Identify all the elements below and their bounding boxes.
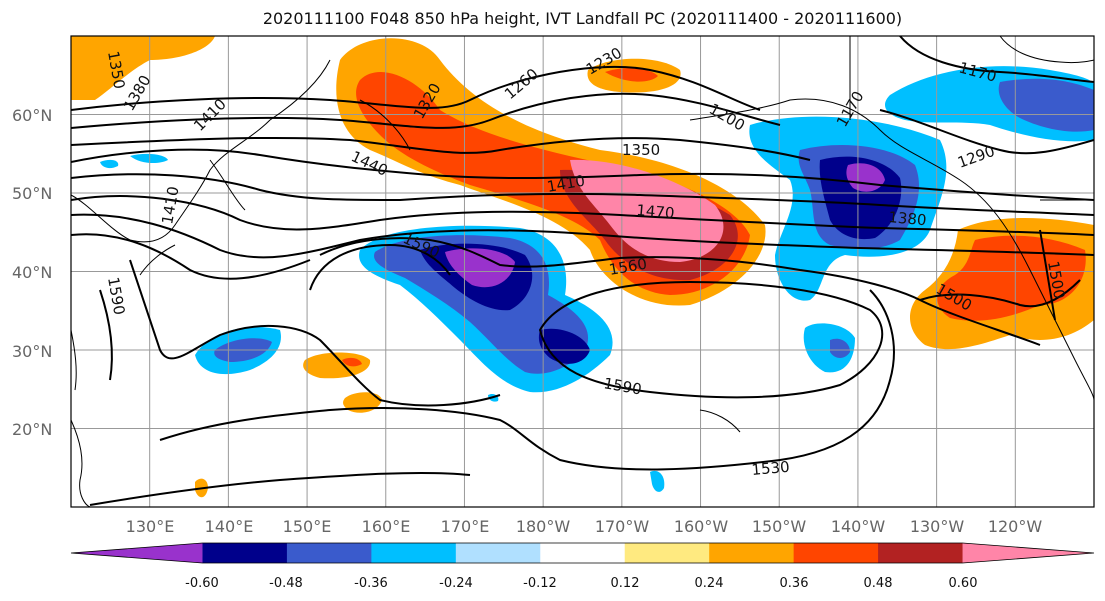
- lon-label: 150°W: [752, 517, 807, 536]
- colorbar-segment: [455, 543, 541, 563]
- colorbar-tick-label: 0.24: [695, 576, 724, 591]
- colorbar-tick-label: -0.12: [523, 576, 557, 591]
- negative-anomaly-region: [130, 153, 168, 164]
- lon-label: 140°W: [831, 517, 886, 536]
- height-contour-label: 1380: [888, 208, 928, 229]
- colorbar-segment: [962, 543, 1094, 563]
- colorbar-segment: [71, 543, 203, 563]
- negative-anomaly-region: [100, 159, 119, 169]
- lat-label: 60°N: [12, 106, 52, 125]
- colorbar-tick-label: -0.48: [269, 576, 303, 591]
- lon-label: 140°E: [205, 517, 254, 536]
- height-contour-label-group: 1350 1380 1410 1410 1440 1320 1260 1230 …: [104, 44, 1068, 479]
- lon-label: 170°W: [595, 517, 650, 536]
- map-frame: [70, 35, 1095, 508]
- colorbar-tick-label: 0.60: [949, 576, 978, 591]
- colorbar-tick-labels: -0.60 -0.48 -0.36 -0.24 -0.12 0.12 0.24 …: [185, 576, 977, 591]
- height-contours: [71, 36, 1094, 506]
- coastlines: [71, 36, 1094, 507]
- map-title: 2020111100 F048 850 hPa height, IVT Land…: [262, 9, 903, 28]
- colorbar-outline: [70, 542, 1095, 564]
- colorbar: [70, 542, 1095, 564]
- colorbar-tick-label: 0.12: [611, 576, 640, 591]
- negative-anomaly-region: [650, 470, 665, 492]
- colorbar-segment: [540, 543, 626, 563]
- lat-label: 20°N: [12, 420, 52, 439]
- lat-label: 30°N: [12, 342, 52, 361]
- positive-anomaly-region: [605, 68, 658, 82]
- negative-anomaly-region: [445, 248, 515, 288]
- lon-label: 170°E: [441, 517, 490, 536]
- positive-anomaly-region: [937, 235, 1086, 321]
- lon-label: 180°W: [516, 517, 571, 536]
- negative-anomaly-region: [998, 78, 1094, 132]
- positive-anomaly-region: [570, 159, 724, 262]
- colorbar-tick-label: -0.24: [439, 576, 473, 591]
- lon-label: 130°E: [126, 517, 175, 536]
- colorbar-tick-label: 0.48: [864, 576, 893, 591]
- colorbar-segment: [371, 543, 457, 563]
- negative-anomaly-region: [374, 235, 589, 374]
- colorbar-segment: [878, 543, 964, 563]
- graticule: [71, 36, 1094, 507]
- lon-label: 150°E: [283, 517, 332, 536]
- height-contour-label: 1470: [636, 201, 676, 222]
- positive-anomaly-region: [71, 36, 215, 100]
- colorbar-segment: [793, 543, 879, 563]
- colorbar-tick-label: 0.36: [780, 576, 809, 591]
- longitude-labels: 130°E 140°E 150°E 160°E 170°E 180°W 170°…: [126, 517, 1043, 536]
- colorbar-segment: [286, 543, 372, 563]
- lon-label: 160°W: [674, 517, 729, 536]
- latitude-labels: 60°N 50°N 40°N 30°N 20°N: [12, 106, 52, 439]
- positive-anomaly-region: [342, 357, 362, 367]
- negative-anomaly-region: [803, 323, 855, 373]
- lat-label: 50°N: [12, 184, 52, 203]
- colorbar-segment: [624, 543, 710, 563]
- height-contour-label: 1530: [751, 458, 791, 479]
- colorbar-tick-label: -0.36: [354, 576, 388, 591]
- lat-label: 40°N: [12, 263, 52, 282]
- colorbar-tick-label: -0.60: [185, 576, 219, 591]
- negative-anomaly-region: [830, 338, 850, 358]
- lon-label: 160°E: [362, 517, 411, 536]
- height-contour-label: 1350: [622, 141, 660, 159]
- lon-label: 130°W: [910, 517, 965, 536]
- colorbar-segment: [709, 543, 795, 563]
- colorbar-segment: [202, 543, 288, 563]
- lon-label: 120°W: [988, 517, 1043, 536]
